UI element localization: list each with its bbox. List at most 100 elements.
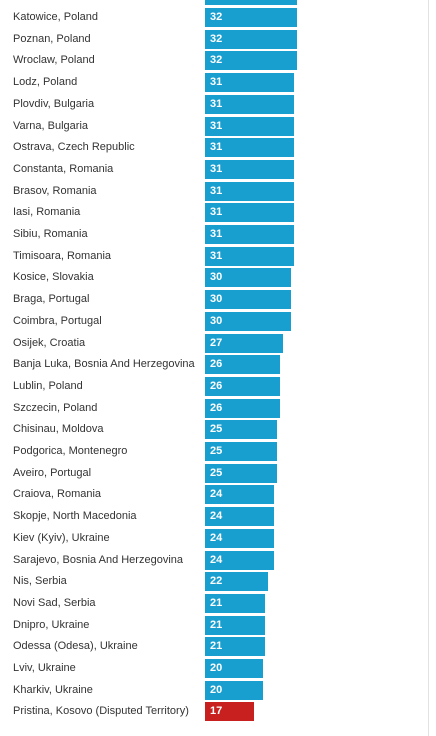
bar-value-label: 25 xyxy=(210,423,223,436)
bar-row: Sibiu, Romania 31 xyxy=(0,224,420,245)
bar: 30 xyxy=(205,290,291,310)
bar: 24 xyxy=(205,528,274,548)
bar: 21 xyxy=(205,615,265,635)
bar: 31 xyxy=(205,246,294,266)
bar-row: Lublin, Poland 26 xyxy=(0,376,420,397)
bar: 31 xyxy=(205,73,294,93)
category-label: Lodz, Poland xyxy=(13,76,78,89)
bar-row: Novi Sad, Serbia 21 xyxy=(0,593,420,614)
category-label: Chisinau, Moldova xyxy=(13,423,104,436)
bar: 30 xyxy=(205,268,291,288)
category-label: Wroclaw, Poland xyxy=(13,54,95,67)
bar-row: Osijek, Croatia 27 xyxy=(0,333,420,354)
category-label: Pristina, Kosovo (Disputed Territory) xyxy=(13,705,189,718)
bar-row: Dnipro, Ukraine 21 xyxy=(0,615,420,636)
bar-row: Pristina, Kosovo (Disputed Territory) 17 xyxy=(0,701,420,722)
bar-value-label: 24 xyxy=(210,531,223,544)
bar-row: Iasi, Romania 31 xyxy=(0,202,420,223)
bar-row: Skopje, North Macedonia 24 xyxy=(0,506,420,527)
bar: 32 xyxy=(205,8,297,27)
bar-value-label: 24 xyxy=(210,510,223,523)
bar-value-label: 17 xyxy=(210,705,223,718)
bar: 31 xyxy=(205,159,294,179)
bar-value-label: 25 xyxy=(210,466,223,479)
bar-value-label: 32 xyxy=(210,54,223,67)
bar-value-label: 25 xyxy=(210,445,223,457)
bar-row: Constanta, Romania 31 xyxy=(0,159,420,180)
bar: 24 xyxy=(205,485,274,505)
bar-row: Sarajevo, Bosnia And Herzegovina 24 xyxy=(0,550,420,571)
bar-value-label: 21 xyxy=(210,596,223,609)
bar-row: Nis, Serbia 22 xyxy=(0,571,420,592)
category-label: Skopje, North Macedonia xyxy=(13,510,137,523)
category-label: Odessa (Odesa), Ukraine xyxy=(13,640,138,653)
bar: 30 xyxy=(205,311,291,331)
category-label: Kiev (Kyiv), Ukraine xyxy=(13,531,110,544)
bar-value-label: 31 xyxy=(210,249,223,262)
bar: 31 xyxy=(205,138,294,158)
category-label: Osijek, Croatia xyxy=(13,336,86,349)
bar: 32 xyxy=(205,51,297,71)
bar-row: Braga, Portugal 30 xyxy=(0,289,420,310)
category-label: Craiova, Romania xyxy=(13,488,102,501)
bar-row: Varna, Bulgaria 31 xyxy=(0,116,420,137)
bar-row: Wroclaw, Poland 32 xyxy=(0,50,420,71)
bar-value-label: 27 xyxy=(210,336,223,349)
bar: 25 xyxy=(205,442,277,461)
bar-value-label: 24 xyxy=(210,553,223,566)
category-label: Brasov, Romania xyxy=(13,184,97,197)
category-label: Sarajevo, Bosnia And Herzegovina xyxy=(13,553,183,566)
bar: 32 xyxy=(205,29,297,49)
bar: 31 xyxy=(205,225,294,244)
category-label: Banja Luka, Bosnia And Herzegovina xyxy=(13,358,195,371)
bar-value-label: 31 xyxy=(210,184,223,197)
bar-value-label: 31 xyxy=(210,141,223,154)
bar-row: Katowice, Poland 32 xyxy=(0,7,420,28)
bar-row: Ostrava, Czech Republic 31 xyxy=(0,137,420,158)
bar-row: Aveiro, Portugal 25 xyxy=(0,463,420,484)
bar-row: Odessa (Odesa), Ukraine 21 xyxy=(0,636,420,657)
bar: 21 xyxy=(205,637,265,657)
bar-row: Kosice, Slovakia 30 xyxy=(0,267,420,288)
category-label: Kharkiv, Ukraine xyxy=(13,683,93,696)
bar-value-label: 22 xyxy=(210,575,223,588)
bar-row: Craiova, Romania 24 xyxy=(0,484,420,505)
bar: 21 xyxy=(205,593,265,613)
bar: 24 xyxy=(205,507,274,527)
category-label: Coimbra, Portugal xyxy=(13,314,102,327)
bar-value-label: 26 xyxy=(210,358,223,371)
category-label: Aveiro, Portugal xyxy=(13,466,92,479)
category-label: Plovdiv, Bulgaria xyxy=(13,97,95,110)
category-label: Novi Sad, Serbia xyxy=(13,596,96,609)
bar: 26 xyxy=(205,355,280,375)
category-label: Constanta, Romania xyxy=(13,162,114,175)
bar-row: Banja Luka, Bosnia And Herzegovina 26 xyxy=(0,354,420,375)
bar-value-label: 31 xyxy=(210,206,223,219)
bar-value-label: 26 xyxy=(210,401,223,414)
bar: 20 xyxy=(205,680,263,700)
bar-value-label: 30 xyxy=(210,293,223,306)
bar-cropped-previous xyxy=(205,0,297,5)
category-label: Nis, Serbia xyxy=(13,575,67,588)
category-label: Dnipro, Ukraine xyxy=(13,618,90,631)
bar-value-label: 21 xyxy=(210,618,223,631)
category-label: Katowice, Poland xyxy=(13,11,98,23)
bar-value-label: 31 xyxy=(210,228,223,240)
bar-row: Kiev (Kyiv), Ukraine 24 xyxy=(0,528,420,549)
category-label: Timisoara, Romania xyxy=(13,249,112,262)
bar-row: Lodz, Poland 31 xyxy=(0,72,420,93)
bar: 24 xyxy=(205,550,274,570)
category-label: Sibiu, Romania xyxy=(13,228,88,240)
bar-value-label: 31 xyxy=(210,119,223,132)
bar-row: Plovdiv, Bulgaria 31 xyxy=(0,94,420,115)
bar: 31 xyxy=(205,94,294,114)
bar-value-label: 20 xyxy=(210,662,223,674)
bar-value-label: 31 xyxy=(210,162,223,175)
bar-value-label: 30 xyxy=(210,314,223,327)
bar-row: Timisoara, Romania 31 xyxy=(0,246,420,267)
category-label: Lviv, Ukraine xyxy=(13,662,76,674)
bar-value-label: 32 xyxy=(210,11,223,23)
bar: 25 xyxy=(205,463,277,483)
bar-row: Poznan, Poland 32 xyxy=(0,29,420,50)
